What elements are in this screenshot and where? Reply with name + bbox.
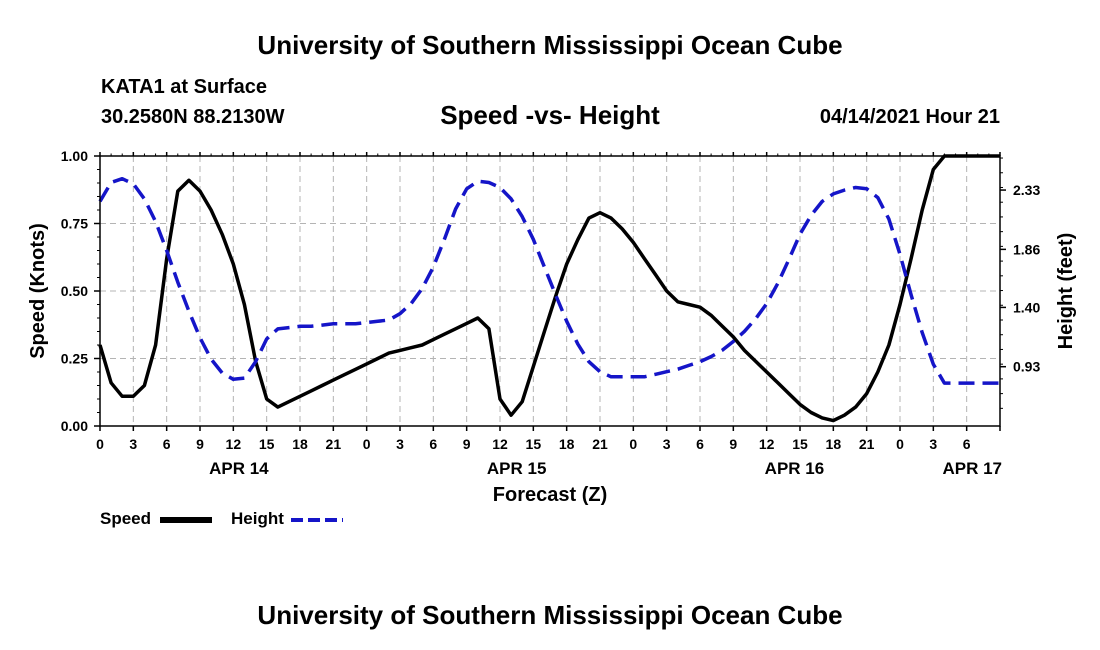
x-tick-label: 6: [696, 436, 704, 452]
x-tick-label: 15: [259, 436, 275, 452]
y-tick-label: 0.25: [61, 351, 88, 367]
x-date-label: APR 15: [487, 459, 547, 478]
y-axis-label: Speed (Knots): [27, 223, 49, 359]
x-date-label: APR 16: [765, 459, 825, 478]
x-date-label: APR 14: [209, 459, 269, 478]
y-tick-label: 0.50: [61, 283, 88, 299]
x-tick-label: 3: [663, 436, 671, 452]
x-tick-label: 15: [526, 436, 542, 452]
forecast-datetime: 04/14/2021 Hour 21: [819, 106, 1000, 128]
x-tick-label: 3: [396, 436, 404, 452]
legend-speed-label: Speed: [100, 509, 152, 528]
series-lines: [98, 154, 1000, 423]
x-tick-label: 21: [592, 436, 608, 452]
x-tick-label: 0: [96, 436, 104, 452]
x-tick-label: 15: [792, 436, 808, 452]
x-tick-label: 0: [896, 436, 904, 452]
chart-title: Speed -vs- Height: [440, 100, 660, 130]
axes: 0 3 6 9 12 15 18 21 0 3 6 9 12 15 18 21 0 3 6 9 12 15 18 21 0 3 6 0…: [61, 148, 1041, 478]
footer-title: University of Southern Mississippi Ocean…: [257, 600, 843, 630]
x-tick-label: 12: [492, 436, 508, 452]
x-tick-label: 18: [826, 436, 842, 452]
station-coordinates: 30.2580N 88.2130W: [101, 106, 285, 128]
x-tick-label: 12: [226, 436, 242, 452]
x-axis-label: Forecast (Z): [493, 484, 607, 506]
x-tick-label: 18: [292, 436, 308, 452]
x-tick-label: 3: [129, 436, 137, 452]
x-tick-label: 18: [559, 436, 575, 452]
y2-tick-label: 2.33: [1013, 182, 1040, 198]
y2-tick-label: 1.86: [1013, 241, 1040, 257]
x-tick-label: 9: [729, 436, 737, 452]
y-tick-label: 0.75: [61, 216, 88, 232]
x-date-label: APR 17: [942, 459, 1002, 478]
x-tick-label: 21: [859, 436, 875, 452]
x-tick-label: 9: [463, 436, 471, 452]
x-tick-label: 6: [429, 436, 437, 452]
x-tick-label: 0: [629, 436, 637, 452]
grid-lines: [100, 156, 1000, 426]
y2-tick-label: 0.93: [1013, 359, 1040, 375]
height-series-line: [98, 176, 1000, 385]
y2-axis-label: Height (feet): [1055, 233, 1077, 350]
x-tick-label: 12: [759, 436, 775, 452]
x-tick-label: 9: [196, 436, 204, 452]
x-tick-label: 6: [963, 436, 971, 452]
y-tick-label: 1.00: [61, 148, 88, 164]
x-tick-label: 21: [326, 436, 342, 452]
speed-series-line: [98, 154, 1000, 423]
x-tick-label: 3: [929, 436, 937, 452]
page-title: University of Southern Mississippi Ocean…: [257, 30, 843, 60]
station-label: KATA1 at Surface: [101, 76, 267, 98]
y-tick-label: 0.00: [61, 418, 88, 434]
x-tick-label: 0: [363, 436, 371, 452]
x-tick-label: 6: [163, 436, 171, 452]
y2-tick-label: 1.40: [1013, 299, 1040, 315]
legend-height-label: Height: [231, 509, 284, 528]
